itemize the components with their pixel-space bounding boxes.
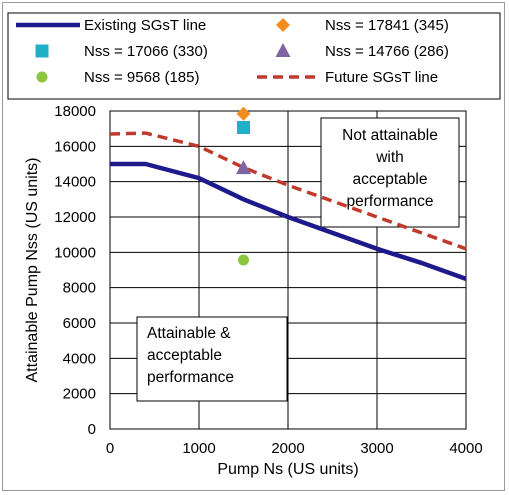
annotation-not-attainable-line: Not attainable — [342, 127, 438, 144]
data-point-square — [237, 121, 250, 135]
annotation-not-attainable-line: with — [375, 149, 404, 166]
legend-label: Future SGsT line — [325, 69, 438, 86]
y-tick-label: 18000 — [54, 103, 96, 120]
annotation-attainable-line: performance — [147, 369, 234, 386]
x-tick-label: 4000 — [449, 440, 482, 457]
y-tick-label: 8000 — [63, 280, 96, 297]
x-axis-label: Pump Ns (US units) — [217, 461, 358, 478]
legend-swatch-diamond — [276, 18, 290, 32]
y-tick-label: 10000 — [54, 244, 96, 261]
legend-swatch-triangle — [275, 43, 291, 57]
annotation-attainable-line: acceptable — [147, 347, 222, 364]
y-axis-label: Attainable Pump Nss (US units) — [24, 158, 41, 383]
annotation-attainable-line: Attainable & — [147, 325, 231, 342]
legend-box — [7, 12, 501, 100]
future-sgst-line — [109, 131, 467, 251]
data-point-diamond — [236, 106, 251, 121]
legend-swatch-circle — [36, 71, 48, 83]
y-tick-label: 16000 — [54, 138, 96, 155]
legend-label: Nss = 17066 (330) — [84, 43, 208, 60]
x-tick-label: 1000 — [182, 440, 215, 457]
legend-label: Nss = 9568 (185) — [84, 69, 199, 86]
y-tick-label: 2000 — [63, 386, 96, 403]
y-tick-label: 6000 — [63, 315, 96, 332]
legend-label: Existing SGsT line — [84, 17, 206, 34]
data-point-triangle — [236, 160, 251, 175]
y-tick-label: 14000 — [54, 174, 96, 191]
x-tick-label: 2000 — [271, 440, 304, 457]
x-tick-label: 3000 — [360, 440, 393, 457]
annotation-box-attainable — [136, 316, 288, 402]
x-tick-label: 0 — [106, 440, 114, 457]
annotation-box-not-attainable — [320, 117, 460, 228]
y-tick-label: 12000 — [54, 209, 96, 226]
y-tick-label: 0 — [88, 421, 96, 438]
annotation-not-attainable-line: acceptable — [353, 171, 428, 188]
legend-swatch-square — [35, 44, 49, 58]
existing-sgst-line — [110, 161, 467, 281]
y-tick-label: 4000 — [63, 350, 96, 367]
legend-label: Nss = 17841 (345) — [325, 17, 449, 34]
legend-label: Nss = 14766 (286) — [325, 43, 449, 60]
annotation-not-attainable-line: performance — [346, 193, 433, 210]
data-point-circle — [238, 254, 249, 266]
plot-area-border — [109, 110, 467, 430]
